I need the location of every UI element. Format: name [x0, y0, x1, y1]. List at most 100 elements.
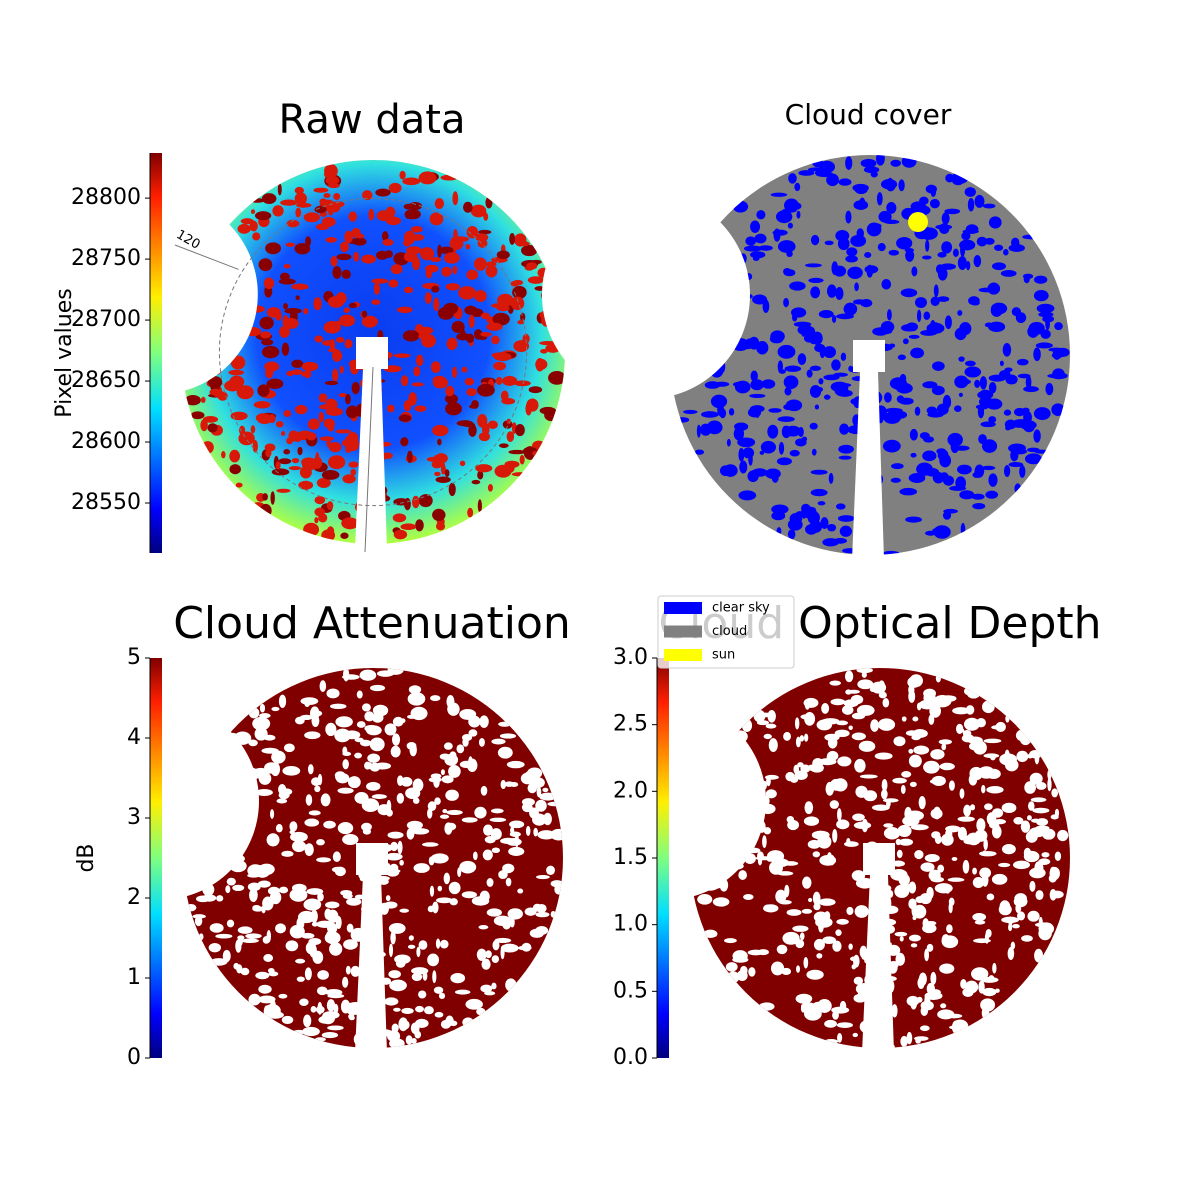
image-blob: [962, 859, 970, 874]
image-blob: [829, 854, 835, 866]
image-blob: [385, 206, 396, 218]
image-blob: [221, 450, 226, 459]
image-blob: [528, 807, 539, 819]
image-blob: [877, 243, 886, 252]
panel: 0 1 2 3 4 5 dB Cloud Attenuation: [61, 598, 571, 1070]
image-blob: [257, 880, 271, 888]
image-blob: [505, 978, 517, 992]
image-blob: [450, 972, 466, 984]
image-blob: [451, 366, 458, 379]
image-blob: [343, 668, 350, 682]
image-blob: [343, 939, 358, 950]
image-blob: [792, 925, 809, 932]
image-blob: [882, 698, 890, 708]
image-blob: [835, 230, 850, 242]
image-blob: [763, 733, 772, 740]
image-blob: [326, 688, 340, 699]
image-blob: [926, 886, 934, 900]
image-blob: [317, 892, 324, 902]
image-blob: [433, 776, 440, 788]
image-blob: [283, 449, 291, 455]
image-blob: [1026, 815, 1032, 821]
image-blob: [967, 736, 983, 745]
image-blob: [444, 822, 453, 835]
colorbar-tick-label: 3.0: [613, 645, 648, 670]
image-blob: [290, 831, 308, 843]
image-blob: [539, 792, 557, 801]
image-blob: [361, 254, 376, 264]
image-blob: [501, 917, 512, 930]
image-blob: [254, 211, 272, 221]
image-blob: [350, 965, 361, 977]
image-blob: [373, 282, 380, 295]
image-blob: [783, 731, 792, 741]
image-blob: [853, 299, 867, 305]
image-blob: [508, 449, 526, 455]
image-blob: [325, 901, 340, 909]
image-blob: [1030, 797, 1047, 803]
image-blob: [982, 700, 995, 714]
image-blob: [763, 904, 779, 913]
image-blob: [839, 1000, 847, 1011]
image-blob: [320, 793, 331, 807]
image-blob: [783, 375, 799, 389]
image-blob: [995, 721, 1006, 732]
image-blob: [895, 952, 906, 966]
image-blob: [815, 914, 826, 923]
image-blob: [794, 182, 801, 192]
image-blob: [811, 331, 823, 346]
image-blob: [782, 208, 797, 213]
image-blob: [947, 432, 963, 447]
image-blob: [381, 231, 389, 242]
image-blob: [341, 269, 351, 279]
image-blob: [312, 950, 324, 964]
image-blob: [854, 282, 859, 292]
image-blob: [342, 438, 358, 448]
image-blob: [767, 709, 776, 723]
image-blob: [983, 738, 1002, 744]
image-blob: [732, 200, 749, 213]
image-blob: [992, 962, 997, 974]
image-blob: [313, 297, 322, 311]
image-blob: [901, 716, 907, 722]
image-blob: [973, 254, 982, 268]
image-blob: [775, 889, 787, 904]
image-blob: [737, 437, 756, 448]
image-blob: [894, 884, 910, 898]
image-blob: [509, 232, 516, 245]
colorbar-tick-label: 28550: [71, 490, 141, 515]
image-blob: [406, 820, 423, 830]
image-blob: [498, 721, 512, 727]
image-blob: [506, 431, 515, 442]
image-blob: [261, 345, 280, 359]
image-blob: [930, 971, 937, 985]
image-blob: [1022, 234, 1040, 240]
image-blob: [477, 470, 484, 480]
image-blob: [696, 424, 701, 438]
image-blob: [275, 923, 286, 934]
image-blob: [207, 423, 218, 433]
image-blob: [471, 399, 479, 409]
image-blob: [990, 754, 996, 761]
image-blob: [435, 522, 446, 531]
image-blob: [759, 450, 765, 455]
image-blob: [299, 466, 312, 479]
image-blob: [752, 294, 768, 305]
image-blob: [998, 903, 1012, 916]
image-blob: [266, 929, 272, 943]
image-blob: [836, 1022, 853, 1029]
image-blob: [329, 942, 343, 956]
image-blob: [388, 922, 406, 934]
image-blob: [265, 449, 272, 458]
image-blob: [853, 821, 872, 830]
image-blob: [777, 871, 794, 876]
image-blob: [835, 287, 844, 301]
image-blob: [319, 436, 335, 442]
image-blob: [1028, 321, 1045, 335]
image-blob: [404, 209, 421, 220]
image-blob: [915, 896, 925, 904]
image-blob: [480, 312, 490, 320]
image-blob: [1033, 429, 1041, 443]
image-blob: [255, 971, 270, 980]
